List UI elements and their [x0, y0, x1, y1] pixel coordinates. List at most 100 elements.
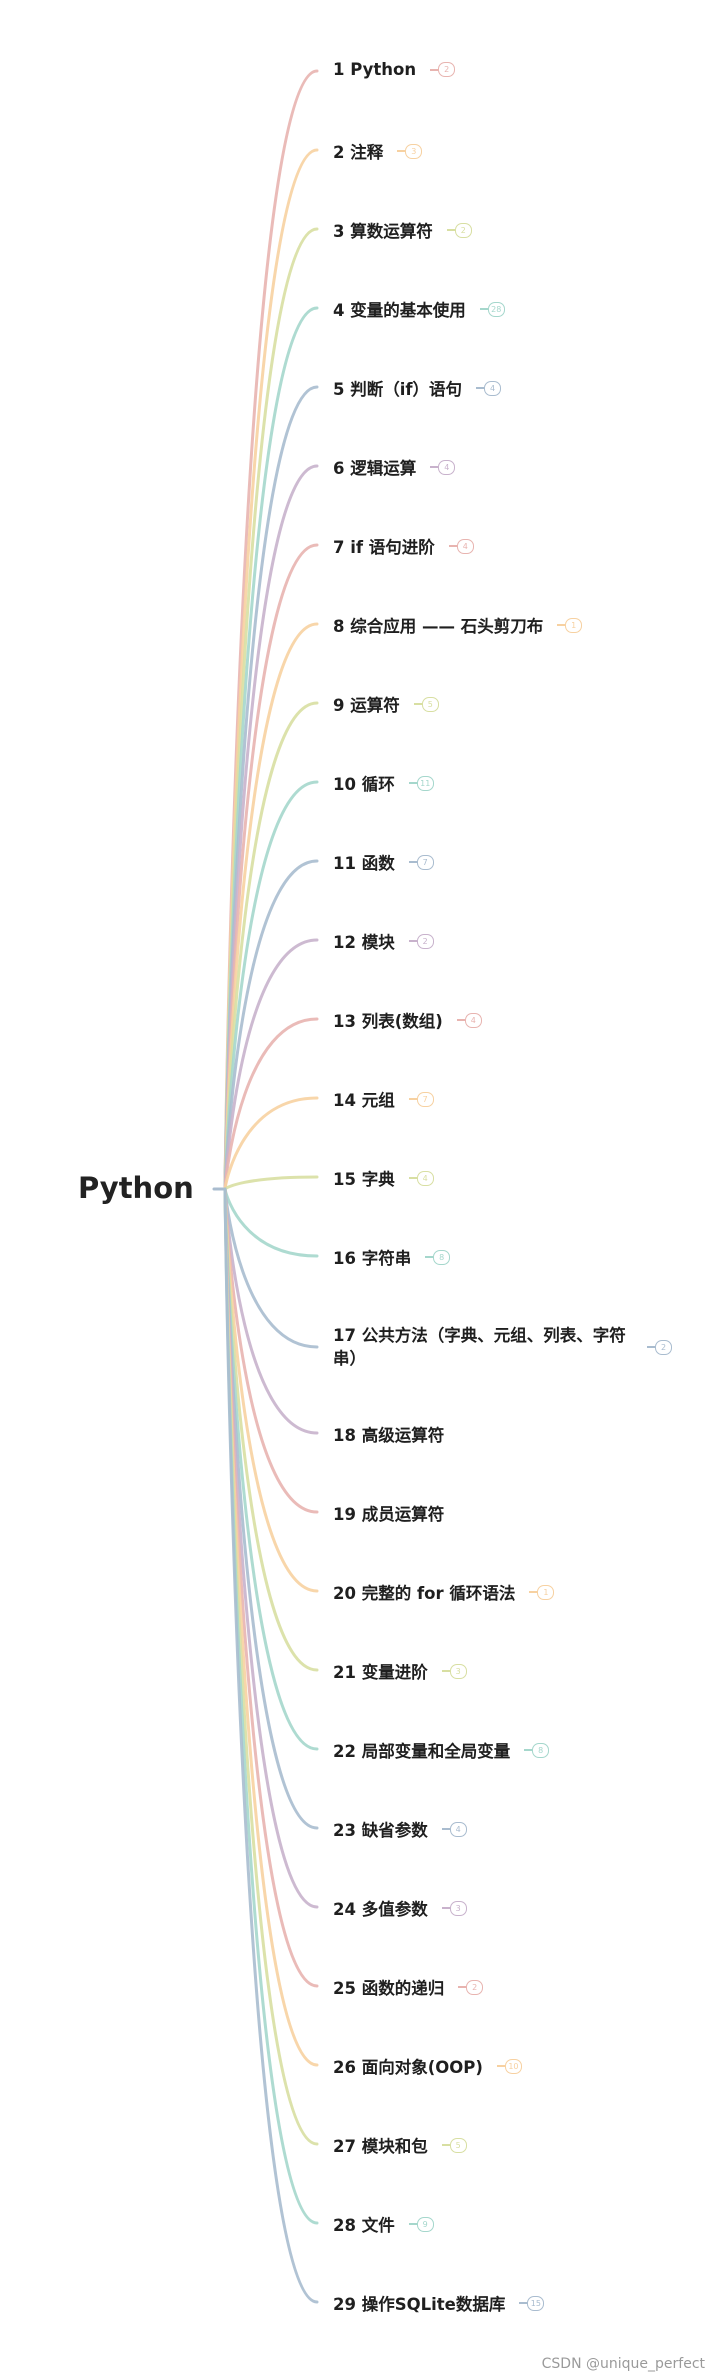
count-connector	[496, 2065, 505, 2067]
count-connector	[397, 150, 406, 152]
branch-node[interactable]: 21 变量进阶 3	[333, 1659, 467, 1683]
branch-node[interactable]: 3 算数运算符 2	[333, 218, 472, 242]
collapsed-children-indicator[interactable]: 2	[408, 933, 434, 949]
branch-label: 5 判断（if）语句	[333, 380, 463, 399]
branch-node[interactable]: 22 局部变量和全局变量 8	[333, 1738, 550, 1762]
collapsed-children-indicator[interactable]: 7	[408, 1091, 434, 1107]
collapsed-children-indicator[interactable]: 7	[408, 854, 434, 870]
collapsed-children-indicator[interactable]: 2	[430, 62, 456, 77]
branch-connector	[223, 1096, 319, 1191]
branch-connector	[223, 1017, 319, 1191]
child-count-badge: 2	[466, 1979, 484, 1995]
collapsed-children-indicator[interactable]: 5	[441, 2137, 467, 2153]
collapsed-children-indicator[interactable]: 4	[430, 459, 456, 475]
count-connector	[413, 703, 422, 705]
collapsed-children-indicator[interactable]: 15	[519, 2295, 545, 2311]
branch-node[interactable]: 9 运算符 5	[333, 692, 439, 716]
branch-node[interactable]: 8 综合应用 —— 石头剪刀布 1	[333, 613, 583, 637]
child-count-badge: 7	[416, 854, 434, 870]
branch-node[interactable]: 1 Python 2	[333, 60, 456, 79]
branch-node[interactable]: 17 公共方法（字典、元组、列表、字符串） 2	[333, 1324, 672, 1370]
branch-node[interactable]: 18 高级运算符	[333, 1422, 444, 1446]
collapsed-children-indicator[interactable]: 4	[441, 1821, 467, 1837]
count-connector	[408, 1098, 417, 1100]
branch-label: 13 列表(数组)	[333, 1012, 443, 1031]
count-connector	[446, 229, 455, 231]
collapsed-children-indicator[interactable]: 2	[647, 1339, 672, 1355]
branch-node[interactable]: 24 多值参数 3	[333, 1896, 467, 1920]
collapsed-children-indicator[interactable]: 4	[456, 1012, 482, 1028]
branch-node[interactable]: 16 字符串 8	[333, 1245, 451, 1269]
branch-node[interactable]: 15 字典 4	[333, 1166, 434, 1190]
branch-node[interactable]: 10 循环 11	[333, 771, 434, 795]
branch-node[interactable]: 4 变量的基本使用 28	[333, 297, 505, 321]
branch-node[interactable]: 2 注释 3	[333, 139, 423, 163]
collapsed-children-indicator[interactable]: 5	[413, 696, 439, 712]
child-count-badge: 15	[527, 2295, 545, 2311]
branch-node[interactable]: 28 文件 9	[333, 2212, 434, 2236]
branch-connector	[223, 1187, 319, 1258]
branch-node[interactable]: 11 函数 7	[333, 850, 434, 874]
child-count-badge: 2	[454, 222, 472, 238]
count-connector	[441, 1907, 450, 1909]
child-count-badge: 2	[438, 62, 456, 77]
collapsed-children-indicator[interactable]: 8	[524, 1742, 550, 1758]
count-connector	[519, 2302, 528, 2304]
branch-label: 26 面向对象(OOP)	[333, 2058, 483, 2077]
collapsed-children-indicator[interactable]: 3	[397, 143, 423, 159]
count-connector	[441, 2144, 450, 2146]
branch-node[interactable]: 27 模块和包 5	[333, 2133, 467, 2157]
count-connector	[408, 861, 417, 863]
child-count-badge: 5	[421, 696, 439, 712]
child-count-badge: 9	[416, 2216, 434, 2232]
child-count-badge: 1	[565, 617, 583, 633]
branch-node[interactable]: 14 元组 7	[333, 1087, 434, 1111]
count-connector	[408, 1177, 417, 1179]
collapsed-children-indicator[interactable]: 9	[408, 2216, 434, 2232]
child-count-badge: 7	[416, 1091, 434, 1107]
branch-node[interactable]: 29 操作SQLite数据库 15	[333, 2291, 545, 2315]
branch-label: 29 操作SQLite数据库	[333, 2295, 506, 2314]
branch-label: 3 算数运算符	[333, 222, 433, 241]
branch-node[interactable]: 13 列表(数组) 4	[333, 1008, 482, 1032]
child-count-badge: 4	[438, 459, 456, 475]
branch-node[interactable]: 6 逻辑运算 4	[333, 455, 456, 479]
branch-label: 7 if 语句进阶	[333, 538, 435, 557]
branch-label: 20 完整的 for 循环语法	[333, 1584, 516, 1603]
collapsed-children-indicator[interactable]: 28	[479, 301, 505, 317]
child-count-badge: 28	[487, 301, 505, 317]
count-connector	[441, 1828, 450, 1830]
branch-node[interactable]: 7 if 语句进阶 4	[333, 534, 474, 558]
collapsed-children-indicator[interactable]: 1	[557, 617, 583, 633]
branch-node[interactable]: 5 判断（if）语句 4	[333, 376, 502, 400]
branch-node[interactable]: 20 完整的 for 循环语法 1	[333, 1580, 555, 1604]
branch-connector	[223, 1187, 319, 2304]
branch-node[interactable]: 25 函数的递归 2	[333, 1975, 484, 1999]
branch-label: 17 公共方法（字典、元组、列表、字符串）	[333, 1326, 626, 1368]
collapsed-children-indicator[interactable]: 4	[448, 538, 474, 554]
branch-node[interactable]: 26 面向对象(OOP) 10	[333, 2054, 522, 2078]
branch-node[interactable]: 19 成员运算符	[333, 1501, 444, 1525]
branch-node[interactable]: 23 缺省参数 4	[333, 1817, 467, 1841]
collapsed-children-indicator[interactable]: 11	[408, 775, 434, 791]
collapsed-children-indicator[interactable]: 4	[408, 1170, 434, 1186]
count-connector	[529, 1591, 538, 1593]
collapsed-children-indicator[interactable]: 8	[425, 1249, 451, 1265]
collapsed-children-indicator[interactable]: 10	[496, 2058, 522, 2074]
branch-label: 12 模块	[333, 933, 395, 952]
child-count-badge: 4	[449, 1821, 467, 1837]
branch-label: 11 函数	[333, 854, 395, 873]
collapsed-children-indicator[interactable]: 2	[446, 222, 472, 238]
branch-node[interactable]: 12 模块 2	[333, 929, 434, 953]
collapsed-children-indicator[interactable]: 4	[476, 380, 502, 396]
collapsed-children-indicator[interactable]: 3	[441, 1663, 467, 1679]
branch-label: 1 Python	[333, 60, 417, 79]
branch-label: 6 逻辑运算	[333, 459, 417, 478]
branch-label: 25 函数的递归	[333, 1979, 445, 1998]
collapsed-children-indicator[interactable]: 1	[529, 1584, 555, 1600]
collapsed-children-indicator[interactable]: 2	[458, 1979, 484, 1995]
collapsed-children-indicator[interactable]: 3	[441, 1900, 467, 1916]
branch-label: 28 文件	[333, 2216, 395, 2235]
child-count-badge: 3	[449, 1663, 467, 1679]
child-count-badge: 3	[405, 143, 423, 159]
